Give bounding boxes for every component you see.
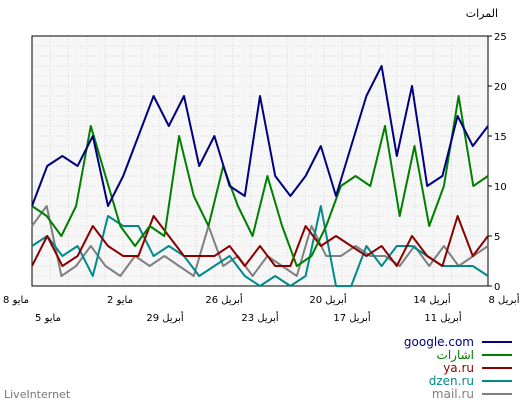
series-line-dzen-ru	[31, 205, 489, 287]
y-tick-label: 15	[494, 132, 507, 143]
legend-label: dzen.ru	[429, 374, 474, 388]
x-tick-label: 2 مايو	[107, 295, 133, 306]
series-line-ya-ru	[31, 215, 489, 267]
legend-label: google.com	[404, 335, 474, 349]
series-line-google-com	[31, 65, 489, 207]
x-tick-label: 23 أبريل	[241, 311, 279, 324]
series-line-mail-ru	[31, 205, 489, 277]
legend-label: ya.ru	[443, 361, 474, 375]
brand-label: LiveInternet	[4, 388, 71, 401]
y-tick-label: 10	[494, 182, 507, 193]
legend-label: mail.ru	[432, 387, 474, 401]
chart-series	[31, 65, 489, 287]
y-tick-label: 5	[494, 232, 500, 243]
x-axis: 8 مايو 2 مايو 26 أبريل 20 أبريل 14 أبريل 8 أب…	[3, 293, 520, 324]
legend-label: اشارات	[437, 348, 474, 363]
y-tick-label: 0	[494, 282, 500, 293]
x-tick-label: 29 أبريل	[146, 311, 184, 324]
y-tick-label: 20	[494, 82, 507, 93]
y-tick-label: 25	[494, 32, 507, 43]
x-tick-label: 8 أبريل	[489, 293, 520, 306]
x-tick-label: 26 أبريل	[205, 293, 243, 306]
series-line--	[31, 95, 489, 267]
x-tick-label: 14 أبريل	[413, 293, 451, 306]
x-tick-label: 5 مايو	[35, 313, 61, 324]
x-tick-label: 17 أبريل	[333, 311, 371, 324]
y-axis: 0 5 10 15 20 25	[488, 32, 507, 293]
x-tick-label: 20 أبريل	[309, 293, 347, 306]
x-tick-label: 11 أبريل	[424, 311, 462, 324]
y-axis-label: المرات	[466, 7, 498, 20]
x-tick-label: 8 مايو	[3, 295, 29, 306]
